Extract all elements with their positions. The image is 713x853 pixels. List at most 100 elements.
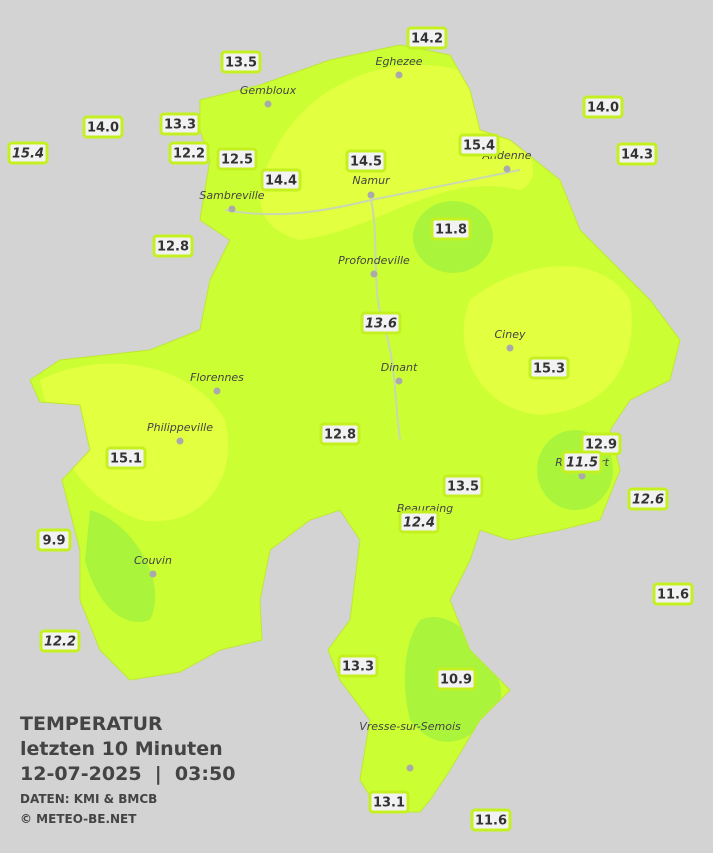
station-value: 12.9 — [585, 438, 617, 453]
city-dot — [264, 100, 272, 108]
station-value: 15.3 — [533, 362, 565, 377]
station-box — [406, 26, 448, 50]
zone-warm — [463, 266, 632, 415]
station-value: 14.0 — [587, 101, 619, 116]
station-box — [337, 654, 379, 678]
station-value: 11.5 — [566, 456, 598, 471]
station-value: 12.8 — [157, 240, 189, 255]
source: DATEN: KMI & BMCB — [20, 792, 157, 806]
station-box — [319, 422, 361, 446]
station: 13.1 — [368, 790, 410, 814]
station-value: 11.6 — [657, 588, 689, 603]
station-value: 11.6 — [475, 814, 507, 829]
zone-cool — [85, 510, 156, 622]
station-value: 14.4 — [265, 174, 297, 189]
station-box — [82, 115, 124, 139]
city-label: Sambreville — [199, 189, 264, 202]
station: 13.3 — [337, 654, 379, 678]
zone-warm — [260, 64, 534, 240]
station: 14.5 — [345, 149, 387, 173]
city-label: Dinant — [381, 361, 418, 374]
station: 12.2 — [39, 629, 81, 653]
city-dot — [578, 472, 586, 480]
city-dot — [506, 344, 514, 352]
station-box — [430, 217, 472, 241]
station-box — [345, 149, 387, 173]
station: 13.6 — [360, 311, 402, 335]
city-dot — [503, 165, 511, 173]
station-box — [168, 141, 210, 165]
station-box — [7, 141, 49, 165]
city-dot — [367, 191, 375, 199]
station: 9.9 — [36, 528, 72, 552]
station-box — [360, 311, 402, 335]
station-box — [159, 112, 201, 136]
station: 14.2 — [406, 26, 448, 50]
station-box — [470, 808, 512, 832]
station: 12.4 — [398, 510, 440, 534]
station: 15.4 — [7, 141, 49, 165]
station-value: 14.5 — [350, 155, 382, 170]
station-value: 13.5 — [447, 480, 479, 495]
station: 14.0 — [82, 115, 124, 139]
city-dot — [406, 764, 414, 772]
station: 15.4 — [458, 133, 500, 157]
station-box — [216, 147, 258, 171]
city-dot — [370, 270, 378, 278]
city-dot — [176, 437, 184, 445]
station: 12.6 — [627, 487, 669, 511]
station-box — [398, 510, 440, 534]
city-label: Gembloux — [240, 84, 297, 97]
station: 10.9 — [435, 667, 477, 691]
station-box — [627, 487, 669, 511]
city-dot — [228, 205, 236, 213]
station-box — [616, 142, 658, 166]
copyright: © METEO-BE.NET — [20, 812, 137, 826]
city-label: Profondeville — [338, 254, 410, 267]
city-label: Couvin — [134, 554, 172, 567]
station: 12.9 — [580, 432, 622, 456]
city-dot — [149, 570, 157, 578]
station-box — [39, 629, 81, 653]
station: 13.5 — [220, 50, 262, 74]
station-value: 12.8 — [324, 428, 356, 443]
station-value: 15.4 — [12, 147, 44, 162]
station-box — [582, 95, 624, 119]
station-value: 14.2 — [411, 32, 443, 47]
station-value: 13.5 — [225, 56, 257, 71]
city-label: Eghezee — [376, 55, 423, 68]
station-value: 14.3 — [621, 148, 653, 163]
station: 13.5 — [442, 474, 484, 498]
station-value: 13.3 — [164, 118, 196, 133]
station-box — [220, 50, 262, 74]
station-box — [105, 446, 147, 470]
city-dot — [395, 377, 403, 385]
station-value: 13.1 — [373, 796, 405, 811]
station: 12.2 — [168, 141, 210, 165]
station-value: 9.9 — [42, 534, 65, 549]
station: 15.1 — [105, 446, 147, 470]
station: 12.5 — [216, 147, 258, 171]
city-label: Ciney — [495, 328, 526, 341]
station-value: 12.2 — [173, 147, 205, 162]
station-box — [368, 790, 410, 814]
station: 12.8 — [319, 422, 361, 446]
station: 11.6 — [470, 808, 512, 832]
station: 15.3 — [528, 356, 570, 380]
station: 14.4 — [260, 168, 302, 192]
datetime: 12-07-2025 | 03:50 — [20, 763, 235, 785]
station-box — [458, 133, 500, 157]
station: 11.8 — [430, 217, 472, 241]
station: 14.0 — [582, 95, 624, 119]
station-box — [561, 450, 603, 474]
station-value: 10.9 — [440, 673, 472, 688]
station-box — [260, 168, 302, 192]
zone-warm — [40, 363, 229, 522]
station-value: 11.8 — [435, 223, 467, 238]
station-box — [652, 582, 694, 606]
station: 11.5 — [561, 450, 603, 474]
station-box — [152, 234, 194, 258]
station-box — [442, 474, 484, 498]
station: 11.6 — [652, 582, 694, 606]
